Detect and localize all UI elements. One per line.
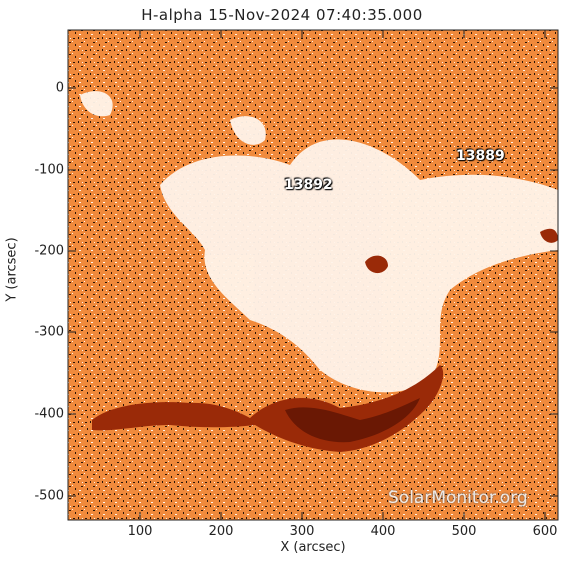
y-tick-label: -400 [34,406,64,422]
active-region-label: 13889 [456,148,505,164]
x-tick-label: 300 [289,524,315,539]
x-tick-label: 400 [370,524,396,539]
plage-regions [80,91,558,393]
x-tick-label: 100 [127,524,153,539]
y-tick-label: -500 [34,488,64,504]
x-tick-label: 500 [451,524,477,539]
y-tick-label: -200 [34,243,64,259]
active-region-label: 13892 [284,177,333,193]
y-tick-label: -100 [34,162,64,178]
y-axis-label: Y (arcsec) [4,237,20,302]
x-axis-label: X (arcsec) [280,540,346,555]
x-tick-label: 600 [532,524,558,539]
flare-ribbons [92,228,558,452]
figure-title: H-alpha 15-Nov-2024 07:40:35.000 [141,6,423,24]
watermark: SolarMonitor.org [388,488,528,508]
plot-frame [67,29,559,521]
y-tick-label: -300 [34,324,64,340]
y-tick-label: 0 [55,80,64,96]
x-tick-label: 200 [208,524,234,539]
